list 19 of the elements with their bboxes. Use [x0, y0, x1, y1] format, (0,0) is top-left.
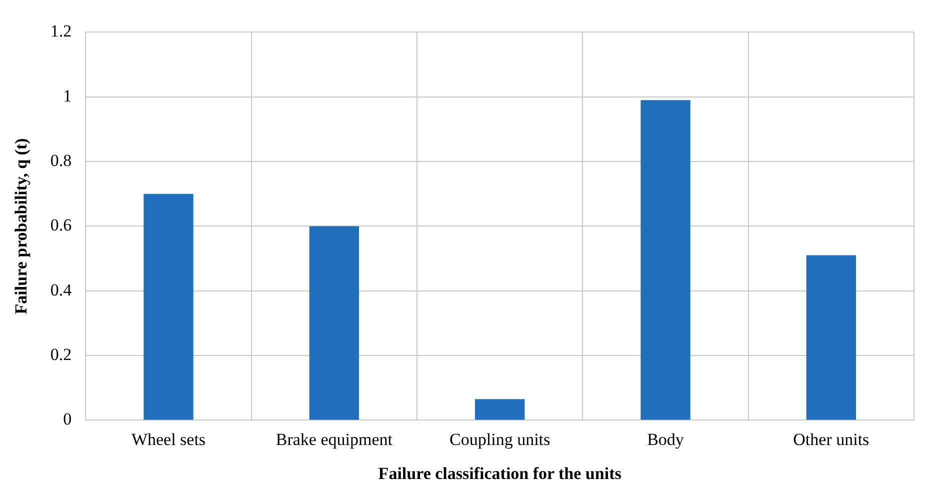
x-tick-label: Other units [793, 430, 870, 449]
y-tick-label: 0 [63, 410, 72, 429]
y-axis-title: Failure probability, q (t) [12, 138, 31, 314]
x-tick-label: Body [647, 430, 684, 449]
bar [474, 399, 525, 420]
x-axis-title: Failure classification for the units [378, 464, 622, 484]
x-tick-label: Coupling units [450, 430, 550, 449]
y-tick-label: 0.6 [50, 216, 72, 235]
bar [144, 194, 194, 420]
y-tick-label: 0.8 [50, 151, 72, 170]
y-tick-label: 0.4 [50, 280, 72, 300]
y-tick-label: 0.2 [50, 345, 72, 364]
bar [309, 226, 360, 420]
y-tick-label: 1 [63, 86, 72, 106]
bar [806, 255, 856, 420]
bar [640, 100, 690, 420]
x-tick-label: Wheel sets [131, 430, 206, 449]
y-tick-label: 1.2 [50, 22, 72, 41]
x-tick-label: Brake equipment [276, 430, 393, 449]
